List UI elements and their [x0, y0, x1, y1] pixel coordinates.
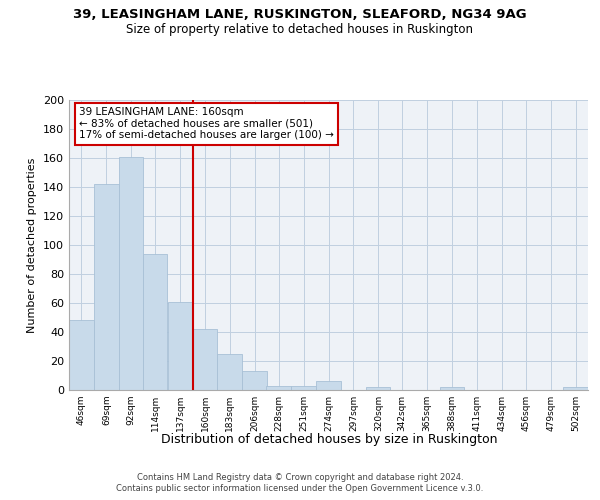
Bar — [242, 371, 267, 390]
Bar — [440, 387, 464, 390]
Text: Contains public sector information licensed under the Open Government Licence v.: Contains public sector information licen… — [116, 484, 484, 493]
Bar — [316, 382, 341, 390]
Bar — [69, 320, 94, 390]
Bar — [193, 329, 217, 390]
Bar — [119, 156, 143, 390]
Bar — [266, 386, 291, 390]
Bar — [217, 354, 242, 390]
Bar — [366, 387, 391, 390]
Bar — [167, 302, 192, 390]
Bar — [94, 184, 119, 390]
Text: Distribution of detached houses by size in Ruskington: Distribution of detached houses by size … — [161, 432, 497, 446]
Y-axis label: Number of detached properties: Number of detached properties — [28, 158, 37, 332]
Text: 39, LEASINGHAM LANE, RUSKINGTON, SLEAFORD, NG34 9AG: 39, LEASINGHAM LANE, RUSKINGTON, SLEAFOR… — [73, 8, 527, 20]
Text: 39 LEASINGHAM LANE: 160sqm
← 83% of detached houses are smaller (501)
17% of sem: 39 LEASINGHAM LANE: 160sqm ← 83% of deta… — [79, 108, 334, 140]
Text: Size of property relative to detached houses in Ruskington: Size of property relative to detached ho… — [127, 22, 473, 36]
Bar — [563, 387, 587, 390]
Bar — [143, 254, 167, 390]
Bar — [291, 386, 316, 390]
Text: Contains HM Land Registry data © Crown copyright and database right 2024.: Contains HM Land Registry data © Crown c… — [137, 472, 463, 482]
